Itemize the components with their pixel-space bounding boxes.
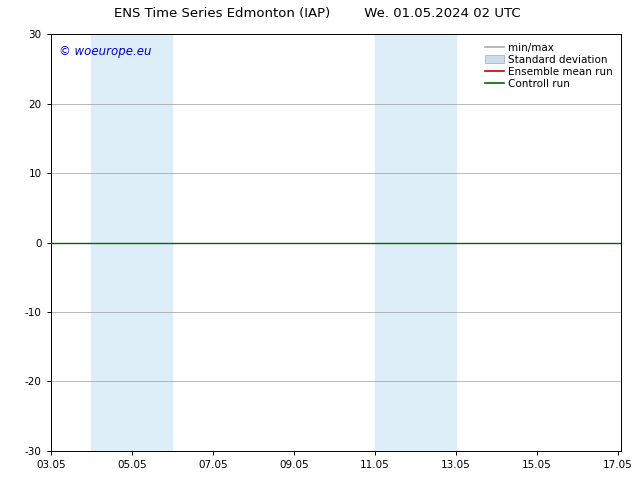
Legend: min/max, Standard deviation, Ensemble mean run, Controll run: min/max, Standard deviation, Ensemble me… [482, 40, 616, 92]
Text: ENS Time Series Edmonton (IAP)        We. 01.05.2024 02 UTC: ENS Time Series Edmonton (IAP) We. 01.05… [113, 7, 521, 21]
Bar [375, 34, 456, 451]
Bar [91, 34, 172, 451]
Text: © woeurope.eu: © woeurope.eu [59, 45, 152, 58]
